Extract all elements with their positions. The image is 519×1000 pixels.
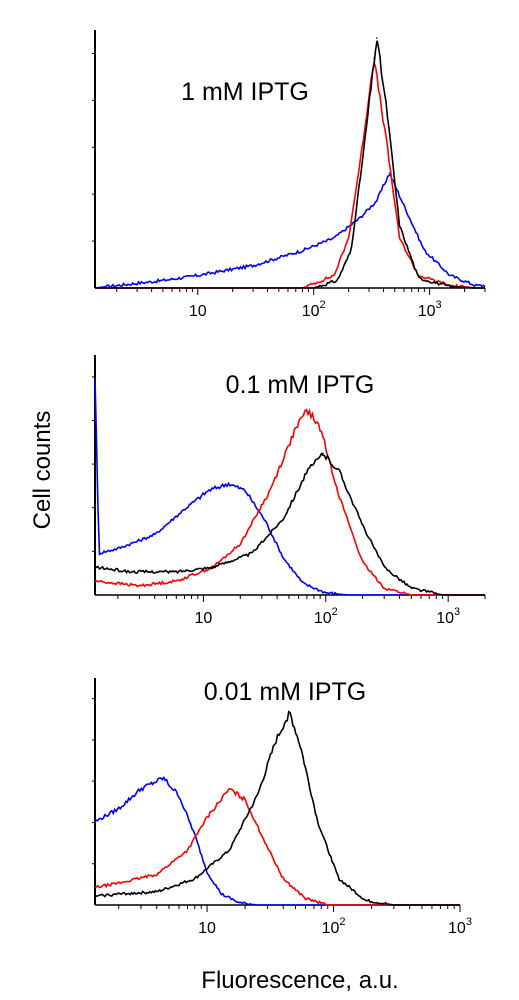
x-tick-label: 10 xyxy=(195,610,213,627)
panel-title: 1 mM IPTG xyxy=(181,78,309,106)
x-tick-label: 102 xyxy=(314,606,338,627)
series-line-1 xyxy=(94,173,486,289)
x-axis-label: Fluorescence, a.u. xyxy=(201,967,398,994)
series-peak-point xyxy=(306,408,308,411)
series-peak-point xyxy=(388,172,391,174)
x-tick-label: 102 xyxy=(322,916,346,937)
x-tick-label: 102 xyxy=(302,299,326,320)
x-tick-label: 103 xyxy=(418,299,442,320)
series-peak-point xyxy=(228,788,231,790)
x-tick-label: 10 xyxy=(198,920,216,937)
x-tick-label: 10 xyxy=(189,303,207,320)
series-line-1 xyxy=(94,377,485,596)
histogram-panel-3: 10 102 103 0.01 mM IPTG xyxy=(92,678,472,937)
series-peak-point xyxy=(227,482,230,485)
histogram-panel-1: 10 102 103 1 mM IPTG xyxy=(92,30,486,320)
series-peak-point xyxy=(376,37,378,39)
series-line-2 xyxy=(94,408,485,596)
panel-title: 0.1 mM IPTG xyxy=(226,371,375,399)
series-peak-point xyxy=(288,711,291,714)
series-line-1 xyxy=(94,776,460,907)
histogram-panel-2: 10 102 103 0.1 mM IPTG xyxy=(92,355,486,627)
series-line-3 xyxy=(94,710,460,906)
series-line-3 xyxy=(94,452,485,596)
x-tick-label: 103 xyxy=(436,606,460,627)
series-line-2 xyxy=(94,787,460,906)
y-axis-label: Cell counts xyxy=(29,411,56,530)
series-line-3 xyxy=(95,40,485,289)
series-peak-point xyxy=(322,452,324,455)
panel-title: 0.01 mM IPTG xyxy=(204,678,367,706)
series-peak-point xyxy=(162,777,165,779)
x-tick-label: 103 xyxy=(448,916,472,937)
